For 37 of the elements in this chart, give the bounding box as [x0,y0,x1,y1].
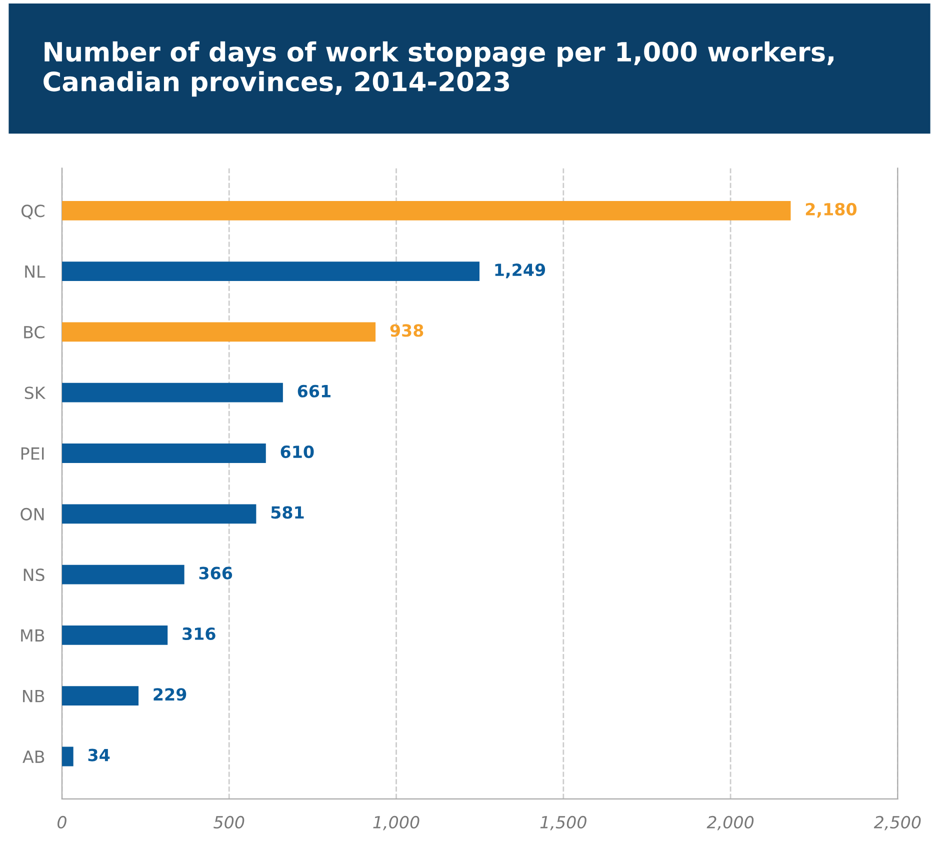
y-tick-label: ON [20,508,44,520]
data-label: 366 [199,566,232,580]
bar [62,564,184,584]
data-label: 661 [298,384,330,398]
y-tick-label: NB [23,690,44,702]
data-label: 34 [88,748,110,762]
bar [62,444,266,463]
bar [62,200,791,220]
y-tick-label: MB [21,629,44,642]
data-label: 229 [154,688,186,701]
y-tick-label: BC [24,326,44,339]
data-label: 1,249 [495,264,546,278]
x-tick-label: 0 [58,816,66,829]
x-tick-label: 1,500 [540,816,586,830]
y-tick-label: AB [22,750,44,763]
x-tick-label: 1,000 [373,816,420,830]
bar [62,262,480,282]
bar [62,322,376,342]
x-tick-label: 2,000 [706,816,754,830]
x-tick-label: 500 [214,816,244,829]
bar [62,382,283,402]
y-tick-label: SK [24,386,46,400]
data-label: 938 [390,324,424,337]
bar [62,504,256,524]
y-tick-label: NL [25,265,46,278]
data-label: 316 [182,627,216,640]
bar [62,686,139,706]
data-label: 2,180 [806,202,857,218]
y-tick-label: PEI [21,447,44,460]
data-label: 581 [271,506,304,519]
y-tick-label: NS [24,568,44,582]
bar [62,625,168,645]
bar [62,746,74,766]
data-label: 610 [280,445,314,458]
x-tick-label: 2,500 [874,816,921,830]
y-tick-label: QC [21,204,44,220]
chart-title: Number of days of work stoppage per 1,000 workers, Canadian provinces, 2014-2023 [44,41,834,97]
